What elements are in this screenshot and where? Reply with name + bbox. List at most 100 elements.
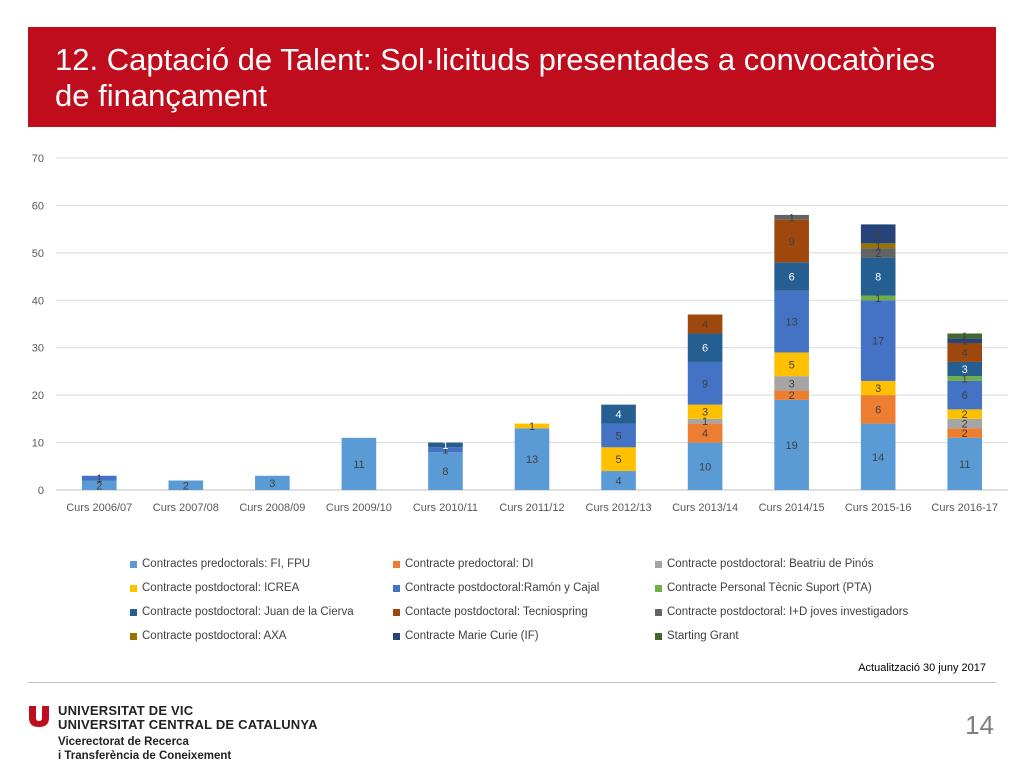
x-tick-label: Curs 2013/14 [672,502,738,514]
bar-segment [947,376,983,381]
page-title: 12. Captació de Talent: Sol·licituds pre… [55,42,936,113]
data-label: 5 [615,454,621,466]
legend-item: Contracte postdoctoral: AXA [130,630,286,642]
stacked-bar-chart: 212 3118111314554104139641923513691146317… [32,153,1008,514]
chart-bars [81,214,983,490]
legend-item: Contracte predoctoral: DI [393,558,533,570]
bar-segment [514,423,550,429]
data-label: 4 [702,428,708,440]
bar-segment [687,442,723,490]
x-tick-label: Curs 2009/10 [326,502,392,514]
data-label: 4 [875,229,881,241]
legend-item: Contractes predoctorals: FI, FPU [130,558,310,570]
data-label: 11 [353,459,364,471]
legend-item: Contracte Marie Curie (IF) [393,630,539,642]
bar-segment [860,300,896,381]
x-tick-label: Curs 2014/15 [759,502,825,514]
x-tick-label: Curs 2008/09 [239,502,305,514]
bar-segment [860,380,896,396]
data-label: 10 [699,461,711,473]
legend-swatch [393,632,400,640]
data-label: 19 [786,440,798,452]
legend-item: Contracte postdoctoral: I+D joves invest… [655,606,908,618]
data-label: 2 [962,428,968,440]
data-label: 6 [702,343,708,355]
university-name-line2: UNIVERSITAT CENTRAL DE CATALUNYA [58,717,318,732]
legend-label: Contracte postdoctoral: AXA [142,630,287,642]
data-label: 5 [615,430,621,442]
vicerectorat-line1: Vicerectorat de Recerca [58,736,189,748]
legend-label: Starting Grant [667,630,739,642]
legend-item: Contracte postdoctoral: Beatriu de Pinós [655,558,873,570]
data-label: 13 [786,317,798,329]
data-label: 9 [702,378,708,390]
x-tick-label: Curs 2010/11 [413,502,478,514]
x-tick-label: Curs 2016-17 [931,502,998,514]
legend-label: Contracte postdoctoral:Ramón y Cajal [405,582,600,594]
data-label: 3 [875,383,881,395]
y-tick-label: 50 [32,248,44,260]
bar-segment [860,224,896,244]
data-label: 13 [526,454,538,466]
bar-segment [774,290,809,353]
bar-segment [947,409,983,419]
data-label: 1 [529,421,535,433]
y-tick-label: 60 [32,200,44,212]
data-label: 1 [702,416,708,428]
bar-segment [860,423,896,490]
legend-item: Contracte postdoctoral: Juan de la Cierv… [130,606,354,618]
legend-swatch [655,584,662,592]
vicerectorat-line2: i Transferència de Coneixement [58,750,232,762]
bar-segment [687,418,723,424]
bar-segment [341,437,377,490]
chart-gridlines [56,157,1008,491]
page-number: 14 [965,710,994,740]
x-tick-label: Curs 2015-16 [845,502,912,514]
bar-segment [860,243,896,249]
bar-segment [168,480,204,490]
bar-segment [947,342,983,362]
bar-segment [687,333,723,362]
x-tick-label: Curs 2011/12 [499,502,564,514]
bar-segment [774,399,809,490]
bar-segment [860,395,896,424]
data-label: 1 [789,212,795,224]
x-tick-label: Curs 2007/08 [153,502,219,514]
data-label: 1 [442,445,448,457]
chart-axes: 0 10 20 30 40 50 60 70 Curs 2006/07 Curs 2007/08 C… [32,153,998,514]
legend-label: Contracte postdoctoral: I+D joves invest… [667,606,909,618]
bar-segment [774,219,809,263]
data-label: 4 [615,409,621,421]
bar-segment [687,423,723,443]
bar-segment [601,404,636,424]
data-label: 8 [875,272,881,284]
legend-label: Contracte Marie Curie (IF) [405,630,539,642]
bar-segment [947,333,983,339]
bar-segment [947,361,983,377]
legend-item: Starting Grant [655,630,739,642]
bar-segment [947,428,983,438]
data-label: 4 [615,476,621,488]
data-label: 1 [442,440,448,452]
footer-divider [28,682,996,683]
bar-segment [947,437,983,490]
data-label: 1 [96,473,102,485]
data-label: 2 [789,390,795,402]
title-bar: 12. Captació de Talent: Sol·licituds pre… [28,27,996,127]
data-label: 9 [789,236,795,248]
legend-swatch [655,632,662,640]
data-label: 1 [875,241,881,253]
data-label: 11 [959,459,970,471]
bar-segment [428,447,463,453]
data-label: 2 [875,248,881,260]
data-label: 5 [789,359,795,371]
bar-segment [774,262,809,291]
data-label: 3 [789,378,795,390]
data-label: 3 [702,407,708,419]
legend-label: Contracte postdoctoral: Juan de la Cierv… [142,606,354,618]
data-label: 14 [872,452,884,464]
y-tick-label: 20 [32,390,44,402]
data-label: 4 [962,347,968,359]
x-tick-label: Curs 2012/13 [586,502,652,514]
legend-label: Contracte predoctoral: DI [405,558,534,570]
